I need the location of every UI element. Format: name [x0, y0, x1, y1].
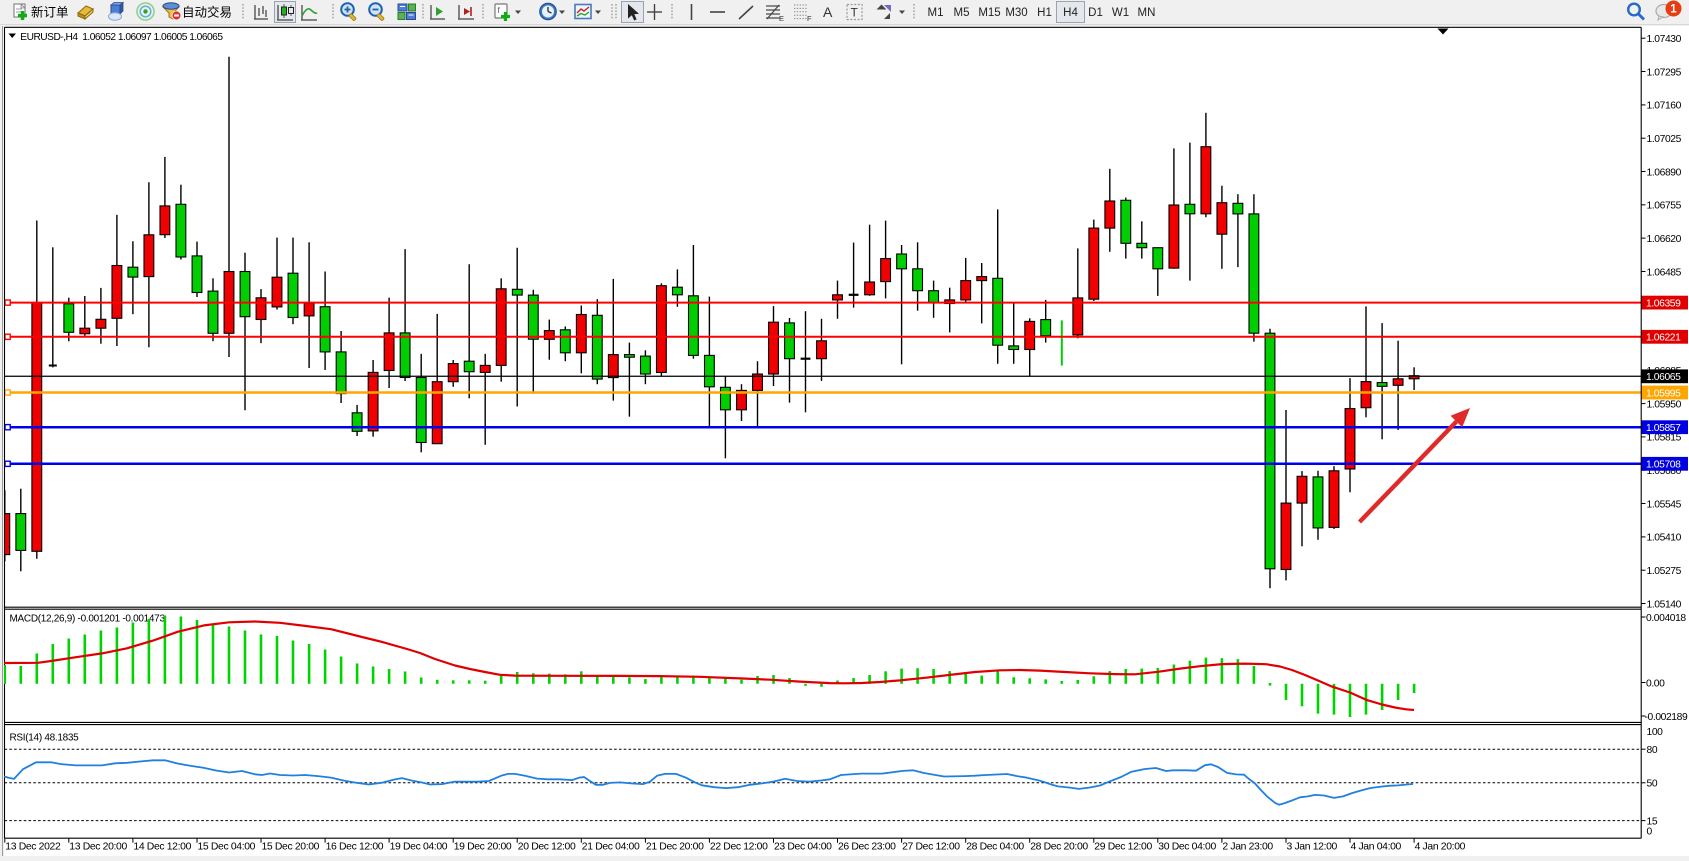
svg-text:4 Jan 04:00: 4 Jan 04:00	[1351, 842, 1402, 853]
svg-text:14 Dec 12:00: 14 Dec 12:00	[133, 842, 191, 853]
svg-text:MACD(12,26,9) -0.001201 -0.001: MACD(12,26,9) -0.001201 -0.001473	[10, 614, 166, 625]
svg-text:4 Jan 20:00: 4 Jan 20:00	[1415, 842, 1466, 853]
svg-text:28 Dec 20:00: 28 Dec 20:00	[1030, 842, 1088, 853]
svg-text:1.05995: 1.05995	[1646, 388, 1681, 399]
svg-text:27 Dec 12:00: 27 Dec 12:00	[902, 842, 960, 853]
svg-text:1.07430: 1.07430	[1647, 34, 1682, 45]
svg-text:3 Jan 12:00: 3 Jan 12:00	[1287, 842, 1338, 853]
svg-text:1.05708: 1.05708	[1646, 460, 1681, 471]
svg-text:19 Dec 04:00: 19 Dec 04:00	[390, 842, 448, 853]
svg-text:M15: M15	[978, 7, 1000, 19]
svg-text:T: T	[851, 6, 859, 20]
svg-text:MN: MN	[1138, 7, 1156, 19]
svg-text:1.06485: 1.06485	[1647, 267, 1682, 278]
svg-text:RSI(14) 48.1835: RSI(14) 48.1835	[10, 733, 80, 744]
svg-text:1.06359: 1.06359	[1646, 298, 1681, 309]
svg-text:F: F	[807, 14, 812, 23]
svg-text:f: f	[498, 6, 501, 15]
svg-text:H1: H1	[1037, 7, 1052, 19]
svg-text:1.05545: 1.05545	[1647, 499, 1682, 510]
svg-text:1.06755: 1.06755	[1647, 201, 1682, 212]
svg-text:50: 50	[1647, 779, 1658, 790]
svg-text:新订单: 新订单	[31, 5, 69, 20]
svg-text:13 Dec 2022: 13 Dec 2022	[5, 842, 61, 853]
svg-text:1.05680: 1.05680	[1647, 466, 1682, 477]
svg-text:16 Dec 12:00: 16 Dec 12:00	[326, 842, 384, 853]
svg-text:1.06065: 1.06065	[1646, 372, 1681, 383]
svg-text:M5: M5	[954, 7, 970, 19]
svg-text:EURUSD-,H4 1.06052 1.06097 1.: EURUSD-,H4 1.06052 1.06097 1.06005 1.060…	[20, 32, 223, 43]
svg-text:1.05140: 1.05140	[1647, 599, 1682, 610]
svg-text:W1: W1	[1112, 7, 1129, 19]
svg-text:20 Dec 12:00: 20 Dec 12:00	[518, 842, 576, 853]
svg-text:30 Dec 04:00: 30 Dec 04:00	[1158, 842, 1216, 853]
svg-text:M1: M1	[928, 7, 944, 19]
svg-text:0: 0	[1647, 827, 1653, 838]
svg-text:15 Dec 04:00: 15 Dec 04:00	[198, 842, 256, 853]
svg-text:1.05815: 1.05815	[1647, 433, 1682, 444]
svg-text:-0.002189: -0.002189	[1645, 712, 1688, 723]
svg-text:15 Dec 20:00: 15 Dec 20:00	[262, 842, 320, 853]
svg-text:M30: M30	[1005, 7, 1027, 19]
svg-text:1.06890: 1.06890	[1647, 167, 1682, 178]
svg-text:1.05275: 1.05275	[1647, 566, 1682, 577]
svg-text:2 Jan 23:00: 2 Jan 23:00	[1222, 842, 1273, 853]
svg-text:D1: D1	[1088, 7, 1103, 19]
svg-text:29 Dec 12:00: 29 Dec 12:00	[1094, 842, 1152, 853]
svg-text:23 Dec 04:00: 23 Dec 04:00	[774, 842, 832, 853]
svg-text:15: 15	[1647, 816, 1658, 827]
svg-text:1: 1	[1670, 4, 1677, 16]
svg-text:100: 100	[1647, 727, 1664, 738]
svg-text:1.05950: 1.05950	[1647, 399, 1682, 410]
svg-text:0.00: 0.00	[1646, 678, 1665, 689]
svg-text:1.07160: 1.07160	[1647, 101, 1682, 112]
svg-text:自动交易: 自动交易	[182, 5, 232, 20]
svg-text:A: A	[823, 4, 833, 20]
svg-text:80: 80	[1647, 745, 1658, 756]
svg-text:19 Dec 20:00: 19 Dec 20:00	[454, 842, 512, 853]
svg-text:1.07025: 1.07025	[1647, 134, 1682, 145]
svg-text:26 Dec 23:00: 26 Dec 23:00	[838, 842, 896, 853]
svg-text:1.07295: 1.07295	[1647, 67, 1682, 78]
svg-text:21 Dec 20:00: 21 Dec 20:00	[646, 842, 704, 853]
svg-text:1.06221: 1.06221	[1646, 333, 1681, 344]
svg-text:21 Dec 04:00: 21 Dec 04:00	[582, 842, 640, 853]
svg-text:H4: H4	[1063, 7, 1078, 19]
svg-text:1.06620: 1.06620	[1647, 234, 1682, 245]
svg-text:1.05857: 1.05857	[1646, 423, 1681, 434]
svg-text:13 Dec 20:00: 13 Dec 20:00	[69, 842, 127, 853]
svg-text:28 Dec 04:00: 28 Dec 04:00	[966, 842, 1024, 853]
svg-text:22 Dec 12:00: 22 Dec 12:00	[710, 842, 768, 853]
svg-text:1.05410: 1.05410	[1647, 533, 1682, 544]
svg-text:E: E	[779, 14, 784, 23]
svg-text:0.004018: 0.004018	[1646, 613, 1686, 624]
